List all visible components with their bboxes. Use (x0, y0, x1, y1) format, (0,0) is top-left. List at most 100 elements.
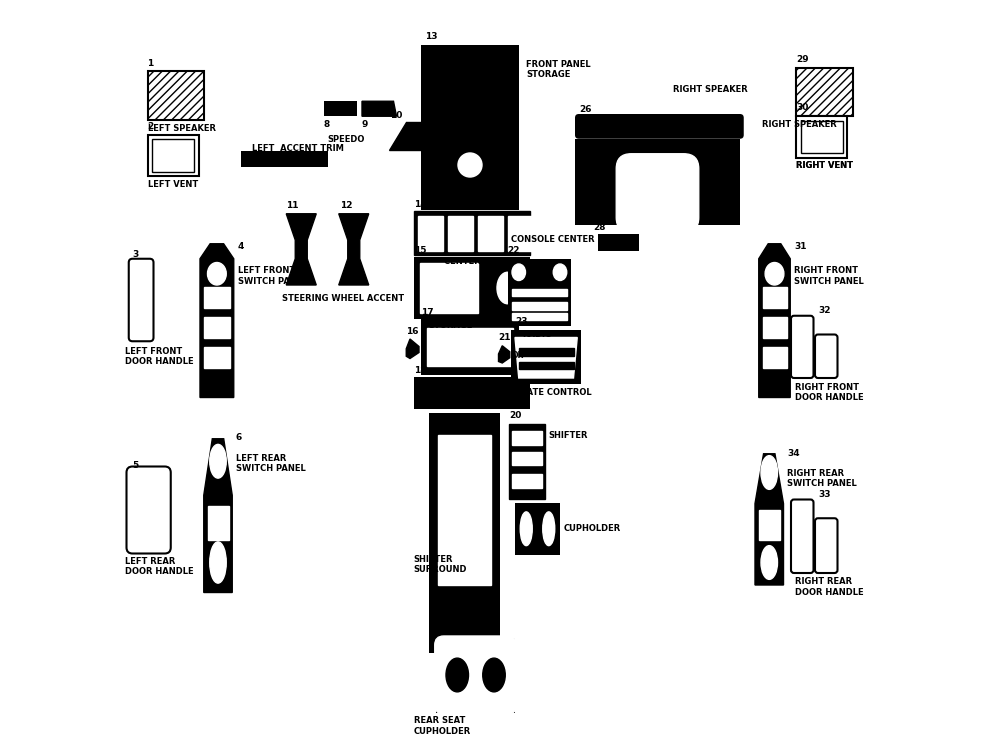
Text: 27: 27 (575, 126, 588, 135)
Bar (204, 316, 230, 338)
Ellipse shape (761, 546, 778, 579)
Ellipse shape (761, 456, 778, 490)
Text: 20: 20 (509, 411, 521, 420)
Bar (508, 259, 571, 326)
Bar (512, 289, 567, 296)
Bar (448, 216, 473, 250)
Bar (478, 216, 503, 250)
Text: 32: 32 (819, 306, 831, 315)
Text: 13: 13 (425, 32, 438, 41)
Bar (421, 319, 519, 375)
Ellipse shape (446, 658, 468, 692)
Bar (575, 139, 740, 225)
Bar (763, 286, 786, 308)
Bar (598, 234, 639, 250)
Polygon shape (286, 214, 316, 285)
FancyBboxPatch shape (126, 466, 171, 554)
Text: RIGHT FRONT
DOOR HANDLE: RIGHT FRONT DOOR HANDLE (795, 382, 863, 402)
Ellipse shape (543, 512, 555, 546)
Text: RIGHT VENT: RIGHT VENT (796, 161, 853, 170)
Text: STORAGE: STORAGE (429, 321, 473, 330)
Text: LEFT REAR
DOOR HANDLE: LEFT REAR DOOR HANDLE (125, 556, 194, 576)
Bar (512, 452, 542, 465)
FancyBboxPatch shape (815, 518, 838, 573)
Text: SHIFTER
SURROUND: SHIFTER SURROUND (414, 555, 467, 574)
Ellipse shape (208, 262, 226, 285)
Text: LEFT FRONT
DOOR HANDLE: LEFT FRONT DOOR HANDLE (125, 346, 194, 366)
Bar (429, 413, 500, 652)
Text: 26: 26 (579, 105, 591, 114)
Text: OR: OR (511, 351, 524, 360)
Bar (519, 362, 574, 369)
Bar (241, 151, 328, 167)
Polygon shape (200, 244, 234, 398)
Text: 19: 19 (429, 400, 441, 409)
Bar (512, 474, 542, 488)
Text: STEERING WHEEL ACCENT: STEERING WHEEL ACCENT (283, 294, 405, 303)
Polygon shape (362, 101, 396, 116)
Text: 14: 14 (414, 200, 426, 209)
Bar (509, 424, 545, 499)
Ellipse shape (520, 512, 532, 546)
Ellipse shape (458, 153, 482, 177)
Text: 12: 12 (340, 201, 353, 210)
Text: CENTER VENT: CENTER VENT (444, 257, 508, 266)
Ellipse shape (497, 272, 518, 304)
Bar (148, 71, 204, 120)
Text: LEFT VENT: LEFT VENT (148, 180, 198, 189)
Bar (324, 101, 357, 116)
Text: SHIFTER: SHIFTER (549, 431, 588, 440)
Bar (763, 346, 786, 368)
Text: RIGHT VENT: RIGHT VENT (796, 161, 853, 170)
Bar (421, 45, 519, 210)
Text: 24: 24 (519, 490, 531, 499)
Text: RIGHT FRONT
SWITCH PANEL: RIGHT FRONT SWITCH PANEL (794, 266, 864, 286)
Bar (519, 348, 574, 355)
Text: LEFT  ACCENT TRIM: LEFT ACCENT TRIM (252, 144, 344, 153)
Text: 18: 18 (414, 366, 426, 375)
Text: 34: 34 (787, 448, 800, 458)
Ellipse shape (483, 658, 505, 692)
Bar (508, 216, 533, 250)
Bar (427, 328, 513, 366)
FancyBboxPatch shape (815, 334, 838, 378)
Bar (512, 302, 567, 310)
Text: CLIMATE CONTROL: CLIMATE CONTROL (504, 388, 591, 397)
Bar (418, 216, 443, 250)
FancyBboxPatch shape (791, 500, 814, 573)
Text: 29: 29 (796, 55, 809, 64)
FancyBboxPatch shape (791, 316, 814, 378)
Bar (436, 638, 515, 712)
Text: 25: 25 (440, 625, 452, 634)
Text: 28: 28 (594, 223, 606, 232)
Text: 1: 1 (148, 58, 154, 68)
Text: RIGHT REAR
DOOR HANDLE: RIGHT REAR DOOR HANDLE (795, 578, 863, 597)
Text: REAR SEAT
CUPHOLDER: REAR SEAT CUPHOLDER (414, 716, 471, 736)
Bar (414, 377, 530, 409)
Text: 2: 2 (148, 122, 154, 131)
Bar (763, 316, 786, 338)
Text: GLOVEBOX BUTTON: GLOVEBOX BUTTON (590, 115, 682, 124)
Bar (796, 68, 852, 116)
Bar (414, 257, 530, 319)
Text: SPEEDO: SPEEDO (328, 135, 365, 144)
Text: RADIO: RADIO (522, 330, 552, 339)
Text: 3: 3 (132, 250, 139, 259)
Text: CONSOLE CENTER: CONSOLE CENTER (511, 235, 595, 244)
Ellipse shape (210, 542, 226, 584)
Bar (208, 506, 228, 540)
Bar (512, 313, 567, 320)
Text: 4: 4 (238, 242, 244, 251)
Text: 11: 11 (286, 201, 299, 210)
Bar (152, 140, 194, 172)
Polygon shape (339, 214, 369, 285)
FancyBboxPatch shape (575, 114, 744, 139)
Text: 21: 21 (498, 333, 511, 342)
Text: 6: 6 (236, 433, 242, 442)
Bar (796, 116, 847, 158)
Bar (204, 346, 230, 368)
Text: 30: 30 (796, 104, 809, 112)
Polygon shape (389, 122, 421, 150)
Bar (438, 435, 491, 585)
Text: LEFT FRONT
SWITCH PANEL: LEFT FRONT SWITCH PANEL (238, 266, 307, 286)
